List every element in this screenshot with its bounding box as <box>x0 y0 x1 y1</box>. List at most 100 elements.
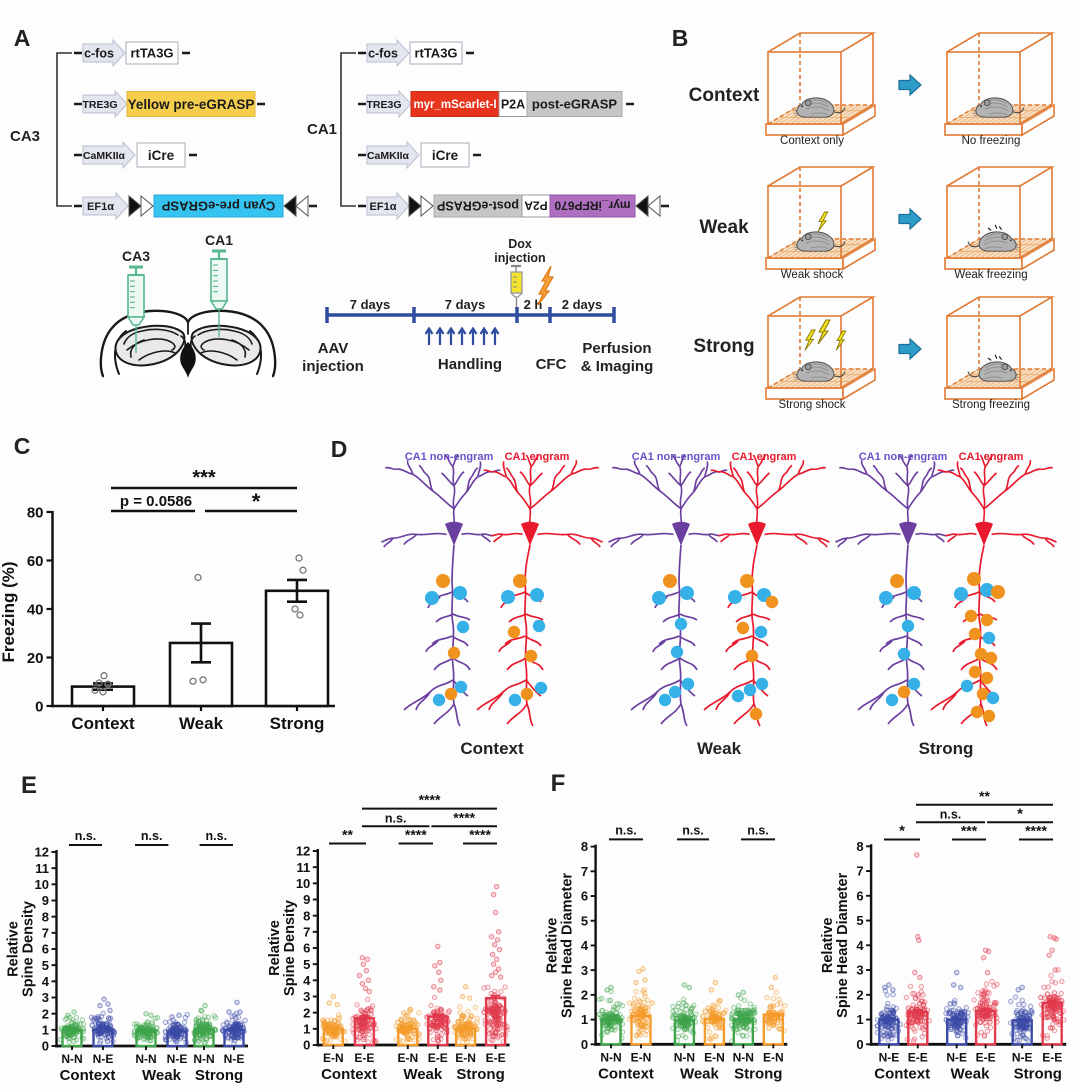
svg-text:AAV: AAV <box>318 340 349 357</box>
svg-text:injection: injection <box>302 358 364 375</box>
svg-text:8: 8 <box>581 839 588 854</box>
svg-text:iCre: iCre <box>432 148 459 163</box>
svg-text:Weak: Weak <box>680 1065 720 1082</box>
svg-text:4: 4 <box>303 973 311 988</box>
svg-text:2: 2 <box>581 987 588 1002</box>
svg-text:1: 1 <box>303 1021 310 1036</box>
svg-text:12: 12 <box>35 845 49 860</box>
svg-text:7: 7 <box>856 864 863 879</box>
svg-text:rtTA3G: rtTA3G <box>414 46 457 61</box>
svg-text:7 days: 7 days <box>445 297 485 312</box>
svg-text:2: 2 <box>303 1005 310 1020</box>
svg-text:Weak: Weak <box>699 217 749 238</box>
svg-text:3: 3 <box>856 963 863 978</box>
svg-text:N-E: N-E <box>224 1052 245 1066</box>
svg-text:Context: Context <box>321 1066 377 1083</box>
svg-text:N-E: N-E <box>93 1052 114 1066</box>
svg-text:Dox: Dox <box>508 237 532 251</box>
svg-text:8: 8 <box>856 839 863 854</box>
svg-text:N-N: N-N <box>135 1052 156 1066</box>
svg-text:EF1α: EF1α <box>87 201 114 213</box>
svg-text:Context: Context <box>874 1065 930 1082</box>
svg-text:****: **** <box>405 827 427 843</box>
svg-text:Handling: Handling <box>438 356 502 373</box>
svg-text:*: * <box>252 489 261 514</box>
svg-text:TRE3G: TRE3G <box>366 99 401 111</box>
svg-text:Strong: Strong <box>734 1065 782 1082</box>
svg-text:Weak: Weak <box>697 739 742 758</box>
svg-text:EF1α: EF1α <box>370 201 397 213</box>
svg-text:CA3: CA3 <box>122 248 150 264</box>
svg-text:1: 1 <box>856 1012 863 1027</box>
svg-text:8: 8 <box>42 909 49 924</box>
svg-text:CaMKIIα: CaMKIIα <box>83 150 126 162</box>
svg-text:12: 12 <box>296 844 310 859</box>
svg-text:injection: injection <box>494 251 545 265</box>
svg-text:80: 80 <box>27 505 44 522</box>
svg-text:0: 0 <box>856 1037 863 1052</box>
svg-text:Strong: Strong <box>693 336 754 357</box>
svg-text:Strong shock: Strong shock <box>778 399 845 411</box>
svg-text:0: 0 <box>35 699 43 716</box>
svg-text:myr_iRFP670: myr_iRFP670 <box>554 199 630 213</box>
svg-text:N-N: N-N <box>61 1052 82 1066</box>
svg-text:n.s.: n.s. <box>385 811 407 825</box>
svg-text:c-fos: c-fos <box>368 47 398 61</box>
svg-text:Context: Context <box>60 1067 116 1084</box>
svg-text:A: A <box>14 25 31 51</box>
svg-text:0: 0 <box>581 1037 588 1052</box>
svg-text:F: F <box>551 770 566 797</box>
svg-text:****: **** <box>453 809 475 825</box>
svg-text:2: 2 <box>42 1006 49 1021</box>
svg-text:20: 20 <box>27 650 44 667</box>
svg-text:11: 11 <box>297 860 311 875</box>
svg-text:N-E: N-E <box>167 1052 188 1066</box>
svg-text:11: 11 <box>35 861 49 876</box>
svg-text:p = 0.0586: p = 0.0586 <box>120 493 192 510</box>
svg-text:c-fos: c-fos <box>84 47 114 61</box>
svg-text:Weak freezing: Weak freezing <box>954 269 1027 281</box>
svg-text:& Imaging: & Imaging <box>581 358 654 375</box>
svg-text:CA1 non-engram: CA1 non-engram <box>632 451 721 463</box>
svg-text:RelativeSpine Density: RelativeSpine Density <box>6 901 37 997</box>
svg-text:rtTA3G: rtTA3G <box>130 46 173 61</box>
svg-text:2 days: 2 days <box>562 297 602 312</box>
svg-text:5: 5 <box>856 913 863 928</box>
svg-text:3: 3 <box>581 963 588 978</box>
svg-text:CA1 non-engram: CA1 non-engram <box>405 451 494 463</box>
svg-text:N-E: N-E <box>1012 1050 1033 1064</box>
svg-text:5: 5 <box>303 957 310 972</box>
svg-text:7: 7 <box>303 924 310 939</box>
svg-text:6: 6 <box>856 888 863 903</box>
svg-text:9: 9 <box>42 893 49 908</box>
svg-text:Strong: Strong <box>1014 1065 1062 1082</box>
svg-text:8: 8 <box>303 908 310 923</box>
svg-text:n.s.: n.s. <box>206 829 228 843</box>
svg-text:n.s.: n.s. <box>682 823 704 837</box>
svg-text:7: 7 <box>581 864 588 879</box>
svg-text:CA1: CA1 <box>307 121 337 138</box>
svg-text:N-E: N-E <box>879 1050 900 1064</box>
svg-text:Weak: Weak <box>142 1067 182 1084</box>
svg-text:10: 10 <box>296 876 310 891</box>
svg-text:E-E: E-E <box>354 1051 374 1065</box>
svg-text:6: 6 <box>42 942 49 957</box>
svg-text:Weak: Weak <box>951 1065 991 1082</box>
svg-text:**: ** <box>342 827 353 843</box>
svg-text:*: * <box>899 823 905 840</box>
svg-text:CA3: CA3 <box>10 128 40 145</box>
svg-text:CA1: CA1 <box>205 232 233 248</box>
svg-text:n.s.: n.s. <box>747 823 769 837</box>
svg-text:Context: Context <box>460 739 524 758</box>
svg-text:n.s.: n.s. <box>141 829 163 843</box>
svg-text:Strong: Strong <box>456 1066 504 1083</box>
svg-text:E-E: E-E <box>908 1050 928 1064</box>
svg-text:n.s.: n.s. <box>615 823 637 837</box>
svg-text:E-N: E-N <box>323 1051 344 1065</box>
svg-text:5: 5 <box>42 958 49 973</box>
svg-text:post-eGRASP: post-eGRASP <box>437 199 519 213</box>
svg-text:n.s.: n.s. <box>940 807 962 821</box>
svg-text:myr_mScarlet-I: myr_mScarlet-I <box>413 99 496 111</box>
svg-text:D: D <box>331 436 348 462</box>
svg-text:Strong: Strong <box>195 1067 243 1084</box>
